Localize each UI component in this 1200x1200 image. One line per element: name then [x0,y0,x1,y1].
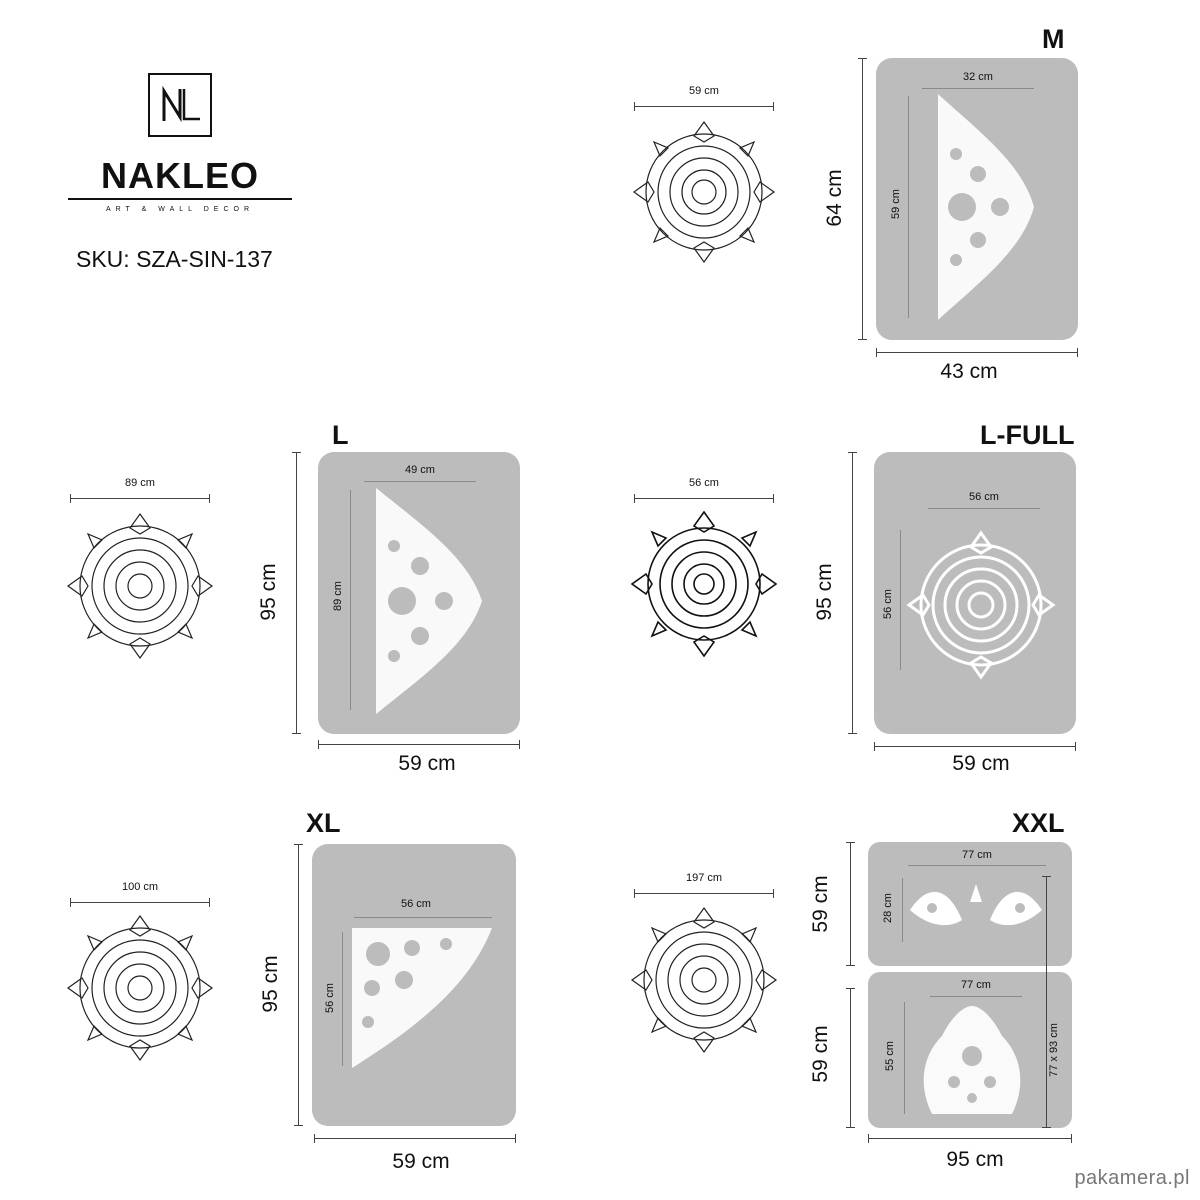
mandala-icon [66,914,214,1062]
sheet-height-l: 95 cm [257,563,280,621]
sheet-height-xl: 95 cm [259,955,282,1013]
preview-width-l: 89 cm [125,477,155,489]
stencil-width-line-xl [354,917,492,918]
sheet-width-line-xxl [868,1134,1072,1143]
sheet-height-line-l [292,452,301,734]
preview-width-line-xl [70,898,210,907]
preview-width-line-lfull [634,494,774,503]
sheet1-height-xxl: 59 cm [809,875,832,933]
sheet-height-lfull: 95 cm [813,563,836,621]
stencil-width-m: 32 cm [963,71,993,83]
size-label-xxl: XXL [1012,808,1065,838]
sheet-width-l: 59 cm [398,752,456,775]
sheet-width-line-m [876,348,1078,357]
stencil-height-line-m [908,96,909,318]
mandala-icon [630,510,778,658]
sheet1-height-line-xxl [846,842,855,966]
sheet-width-line-xl [314,1134,516,1143]
sheet-height-line-lfull [848,452,857,734]
stencil-height-xl: 56 cm [324,983,336,1013]
stencil-height-line-lfull [900,530,901,670]
preview-width-xxl: 197 cm [685,872,723,884]
total-dims-xxl: 77 x 93 cm [1048,1023,1060,1077]
sheet-width-line-lfull [874,742,1076,751]
stencil-height-m: 59 cm [890,189,902,219]
preview-width-lfull: 56 cm [689,477,719,489]
stencil-width-xl: 56 cm [401,898,431,910]
size-label-xl: XL [306,808,341,838]
stencil-cutout-icon [910,880,1042,937]
sheet-width-xxl: 95 cm [946,1148,1004,1171]
sheet-width-xl: 59 cm [392,1150,450,1173]
stencil-height-l: 89 cm [332,581,344,611]
stencil1-width-xxl: 77 cm [962,849,992,861]
total-height-line-xxl [1042,876,1051,1128]
stencil-width-line-l [364,481,476,482]
stencil2-height-line-xxl [904,1002,905,1114]
preview-width-line-xxl [634,889,774,898]
brand-logo [148,73,212,137]
stencil-height-line-l [350,490,351,710]
stencil1-height-xxl: 28 cm [882,893,894,923]
preview-width-line-l [70,494,210,503]
sheet-height-line-m [858,58,867,340]
mandala-icon [66,512,214,660]
sku-label: SKU: SZA-SIN-137 [76,246,273,272]
stencil-height-line-xl [342,932,343,1066]
stencil1-width-line-xxl [908,865,1046,866]
preview-width-line-m [634,102,774,111]
stencil2-width-xxl: 77 cm [961,979,991,991]
stencil-width-l: 49 cm [405,464,435,476]
sheet2-height-xxl: 59 cm [809,1025,832,1083]
sheet-height-m: 64 cm [823,169,846,227]
sheet-width-m: 43 cm [940,360,998,383]
mandala-icon [632,120,776,264]
size-label-m: M [1042,24,1065,54]
logo-mark-icon [162,85,200,123]
size-label-lfull: L-FULL [980,420,1075,450]
stencil2-height-xxl: 55 cm [884,1041,896,1071]
brand-name: NAKLEO [101,155,259,196]
sheet-width-line-l [318,740,520,749]
watermark: pakamera.pl [1074,1167,1190,1189]
preview-width-m: 59 cm [689,85,719,97]
stencil-height-lfull: 56 cm [882,589,894,619]
preview-width-xl: 100 cm [121,881,159,893]
stencil-width-lfull: 56 cm [969,491,999,503]
sheet-width-lfull: 59 cm [952,752,1010,775]
brand-divider [68,198,292,200]
size-label-l: L [332,420,349,450]
sheet-height-line-xl [294,844,303,1126]
stencil-cutout-icon [922,94,1052,325]
brand-tagline: ART & WALL DECOR [105,206,255,213]
mandala-icon [630,906,778,1054]
stencil1-height-line-xxl [902,878,903,942]
stencil-cutout-icon [352,928,492,1073]
stencil-width-line-lfull [928,508,1040,509]
stencil-width-line-m [922,88,1034,89]
stencil-cutout-icon [912,1006,1036,1123]
stencil-cutout-icon [362,488,496,719]
sheet2-height-line-xxl [846,988,855,1128]
stencil-cutout-icon [906,530,1056,685]
stencil2-width-line-xxl [930,996,1022,997]
